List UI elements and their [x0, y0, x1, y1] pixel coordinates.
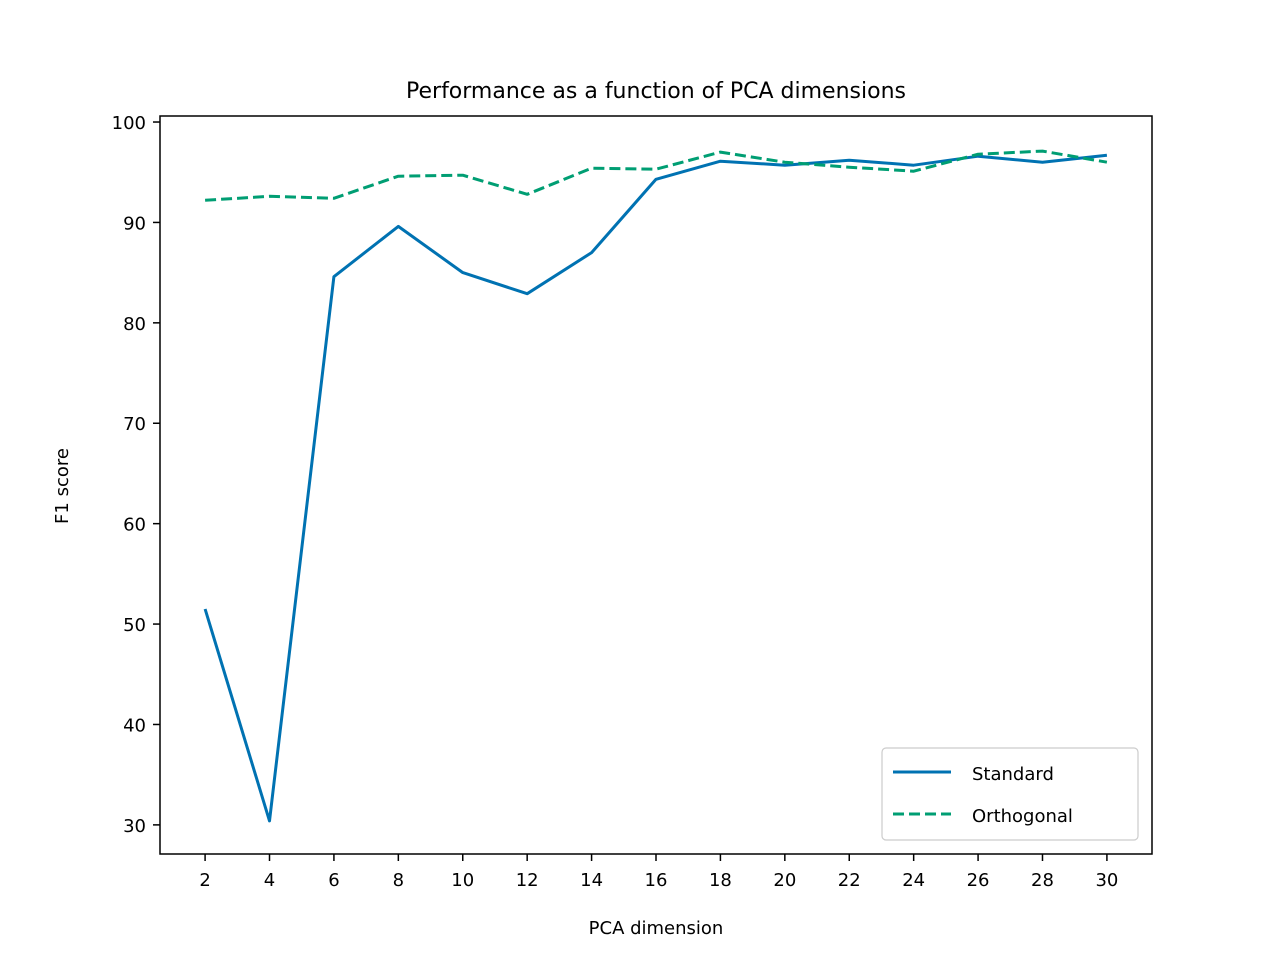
y-tick-label: 100: [112, 113, 146, 134]
legend-label-orthogonal: Orthogonal: [972, 806, 1073, 827]
chart-title: Performance as a function of PCA dimensi…: [406, 79, 906, 104]
y-tick-label: 90: [123, 213, 146, 234]
y-tick-label: 70: [123, 414, 146, 435]
x-tick-label: 20: [773, 870, 796, 891]
x-tick-label: 22: [838, 870, 861, 891]
x-tick-label: 16: [645, 870, 668, 891]
y-tick-label: 50: [123, 615, 146, 636]
x-tick-label: 6: [328, 870, 339, 891]
series-line-orthogonal: [205, 149, 1108, 202]
x-tick-label: 14: [580, 870, 603, 891]
x-tick-label: 30: [1095, 870, 1118, 891]
x-tick-label: 24: [902, 870, 925, 891]
legend-label-standard: Standard: [972, 764, 1054, 785]
y-tick-label: 30: [123, 816, 146, 837]
x-axis: 2 4 6 8 10 12 14 16 18 20 22 24 26 28 30: [199, 854, 1118, 891]
y-tick-label: 60: [123, 515, 146, 536]
legend: Standard Orthogonal: [881, 747, 1139, 841]
x-tick-label: 18: [709, 870, 732, 891]
x-tick-label: 2: [199, 870, 210, 891]
x-tick-label: 4: [264, 870, 275, 891]
y-tick-label: 80: [123, 314, 146, 335]
y-axis-label: F1 score: [52, 448, 73, 524]
x-axis-label: PCA dimension: [589, 918, 724, 939]
y-tick-label: 40: [123, 715, 146, 736]
x-tick-label: 12: [516, 870, 539, 891]
x-tick-label: 26: [967, 870, 990, 891]
x-tick-label: 10: [451, 870, 474, 891]
y-axis: 30 40 50 60 70 80 90 100: [112, 113, 160, 837]
x-tick-label: 8: [393, 870, 404, 891]
x-tick-label: 28: [1031, 870, 1054, 891]
